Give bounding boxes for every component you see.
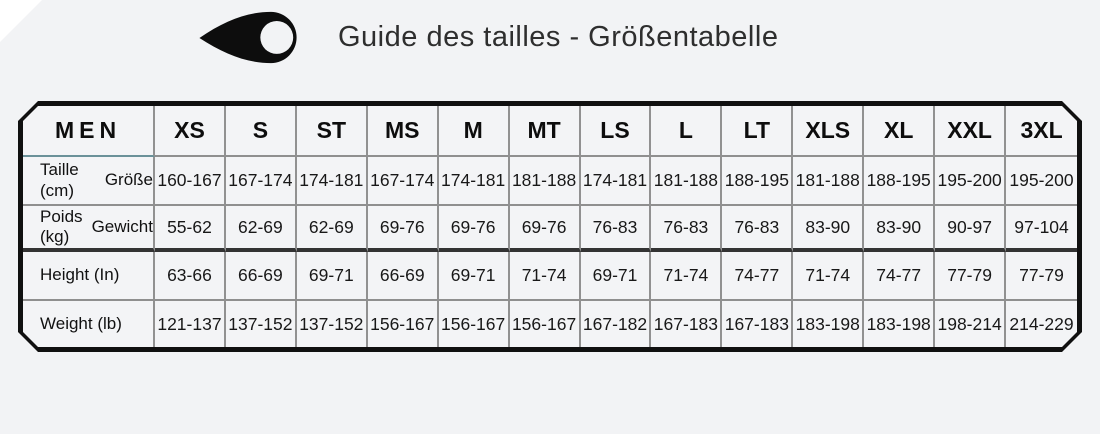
table-cell: 55-62: [155, 206, 226, 252]
header: Guide des tailles - Größentabelle: [0, 2, 1100, 72]
table-row: Weight (lb) 121-137 137-152 137-152 156-167 1…: [23, 301, 1077, 347]
table-cell: 167-183: [651, 301, 722, 347]
size-table-frame: MEN XS S ST MS M MT LS L LT XLS XL XXL 3XL Taille (c…: [18, 101, 1082, 352]
table-cell: 183-198: [793, 301, 864, 347]
size-table: MEN XS S ST MS M MT LS L LT XLS XL XXL 3XL Taille (c…: [23, 106, 1077, 347]
table-cell: 71-74: [510, 252, 581, 301]
table-cell: 76-83: [722, 206, 793, 252]
table-cell: 69-76: [439, 206, 510, 252]
table-cell: 214-229: [1009, 313, 1074, 334]
table-cell: 71-74: [651, 252, 722, 301]
size-column-header-l: L: [651, 106, 722, 157]
table-cell: 62-69: [226, 206, 297, 252]
table-cell: 198-214: [935, 301, 1006, 347]
size-column-header-3xl: 3XL: [1006, 106, 1077, 157]
table-cell: 188-195: [722, 157, 793, 206]
table-cell: 181-188: [793, 157, 864, 206]
page-title: Guide des tailles - Größentabelle: [338, 20, 779, 53]
size-column-header-xl: XL: [864, 106, 935, 157]
table-cell: 71-74: [793, 252, 864, 301]
table-cell: 183-198: [864, 301, 935, 347]
size-column-header-xxl: XXL: [935, 106, 1006, 157]
table-row: Height (In) 63-66 66-69 69-71 66-69 69-71 71-7…: [23, 252, 1077, 301]
table-cell: 76-83: [651, 206, 722, 252]
table-cell: 195-200: [935, 157, 1006, 206]
row-label: Height (In): [23, 252, 155, 301]
table-cell: 167-174: [226, 157, 297, 206]
table-cell: 74-77: [864, 252, 935, 301]
table-cell: 74-77: [722, 252, 793, 301]
table-cell: 174-181: [581, 157, 652, 206]
size-column-header-ms: MS: [368, 106, 439, 157]
table-cell: 69-76: [510, 206, 581, 252]
size-column-header-ls: LS: [581, 106, 652, 157]
size-column-header-st: ST: [297, 106, 368, 157]
table-cell: 174-181: [439, 157, 510, 206]
table-cell: 156-167: [510, 301, 581, 347]
size-column-header-mt: MT: [510, 106, 581, 157]
table-cell: 167-182: [581, 301, 652, 347]
table-cell: 156-167: [368, 301, 439, 347]
table-cell: 181-188: [651, 157, 722, 206]
page-corner-decoration: [0, 0, 42, 42]
table-cell: 167-174: [368, 157, 439, 206]
table-cell: 69-71: [581, 252, 652, 301]
size-column-header-lt: LT: [722, 106, 793, 157]
table-cell: 63-66: [155, 252, 226, 301]
table-cell: 160-167: [155, 157, 226, 206]
table-cell: 137-152: [226, 301, 297, 347]
table-row: Poids (kg) Gewicht 55-62 62-69 62-69 69-76 69-…: [23, 206, 1077, 252]
table-cell: 83-90: [793, 206, 864, 252]
table-cell: 66-69: [368, 252, 439, 301]
brand-teardrop-logo-icon: [199, 11, 297, 64]
size-column-header-m: M: [439, 106, 510, 157]
table-cell: 77-79: [935, 252, 1006, 301]
table-cell: 167-183: [722, 301, 793, 347]
table-cell: 62-69: [297, 206, 368, 252]
table-cell: 188-195: [864, 157, 935, 206]
table-corner-label-men: MEN: [23, 106, 155, 157]
table-cell: 69-76: [368, 206, 439, 252]
table-cell: 174-181: [297, 157, 368, 206]
table-cell: 66-69: [226, 252, 297, 301]
table-cell: 181-188: [510, 157, 581, 206]
table-cell: 69-71: [297, 252, 368, 301]
table-cell: 83-90: [864, 206, 935, 252]
size-column-header-s: S: [226, 106, 297, 157]
table-cell: 121-137: [155, 301, 226, 347]
table-cell: 90-97: [935, 206, 1006, 252]
table-cell: 195-200: [1006, 157, 1077, 206]
table-header-row: MEN XS S ST MS M MT LS L LT XLS XL XXL 3XL: [23, 106, 1077, 157]
table-cell: 97-104: [1006, 206, 1077, 252]
size-column-header-xs: XS: [155, 106, 226, 157]
table-cell: 156-167: [439, 301, 510, 347]
table-cell: 76-83: [581, 206, 652, 252]
table-cell: 69-71: [439, 252, 510, 301]
table-cell: 77-79: [1006, 252, 1077, 301]
table-cell: 137-152: [297, 301, 368, 347]
row-label: Weight (lb): [23, 301, 155, 347]
row-label: Taille (cm) Größe: [23, 157, 155, 206]
table-row: Taille (cm) Größe 160-167 167-174 174-181 167…: [23, 157, 1077, 206]
row-label: Poids (kg) Gewicht: [23, 206, 155, 252]
size-column-header-xls: XLS: [793, 106, 864, 157]
